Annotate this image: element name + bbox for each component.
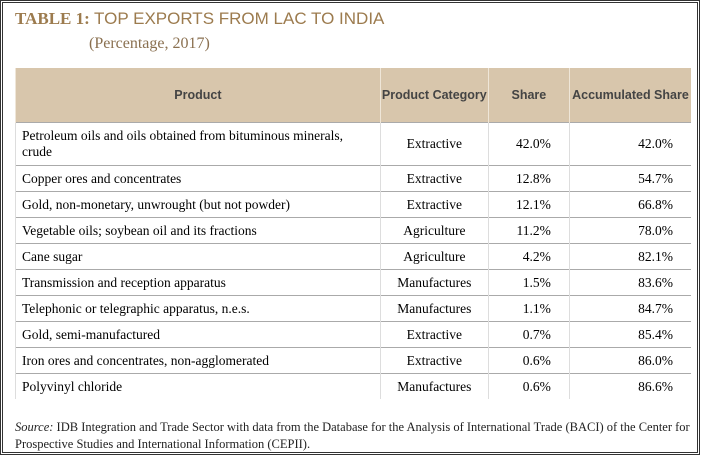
table-cell: 42.0% xyxy=(487,122,570,166)
table-cell: 0.6% xyxy=(487,373,570,399)
table-cell: Extractive xyxy=(379,165,489,192)
table-cell: 86.0% xyxy=(568,347,691,374)
table-row: Iron ores and concentrates, non-agglomer… xyxy=(15,347,691,374)
table-cell: 0.6% xyxy=(487,347,570,374)
table-cell: Polyvinyl chloride xyxy=(15,373,381,399)
table-cell: 86.6% xyxy=(568,373,691,399)
source-label: Source: xyxy=(15,420,54,434)
table-cell: Cane sugar xyxy=(15,243,381,270)
table-row: Telephonic or telegraphic apparatus, n.e… xyxy=(15,295,691,322)
table-cell: Agriculture xyxy=(379,243,489,270)
source: Source: IDB Integration and Trade Sector… xyxy=(15,419,691,452)
table-cell: 54.7% xyxy=(568,165,691,192)
table-row: Gold, non-monetary, unwrought (but not p… xyxy=(15,191,691,218)
table-row: Transmission and reception apparatus Manu… xyxy=(15,269,691,296)
table-cell: 1.5% xyxy=(487,269,570,296)
table-cell: Iron ores and concentrates, non-agglomer… xyxy=(15,347,381,374)
table-cell: Transmission and reception apparatus xyxy=(15,269,381,296)
table-cell: Agriculture xyxy=(379,217,489,244)
table-cell: Vegetable oils; soybean oil and its frac… xyxy=(15,217,381,244)
table-cell: Extractive xyxy=(379,321,489,348)
table-title: TOP EXPORTS FROM LAC TO INDIA xyxy=(94,9,385,28)
table-cell: Gold, semi-manufactured xyxy=(15,321,381,348)
column-header: Product Category xyxy=(379,68,489,123)
table-cell: Extractive xyxy=(379,191,489,218)
table-cell: Manufactures xyxy=(379,295,489,322)
table-row: Gold, semi-manufactured Extractive 0.7% 85.… xyxy=(15,321,691,348)
page: TABLE 1: TOP EXPORTS FROM LAC TO INDIA (… xyxy=(0,0,700,455)
title: TABLE 1: TOP EXPORTS FROM LAC TO INDIA xyxy=(15,9,384,29)
table-cell: 11.2% xyxy=(487,217,570,244)
table: Product Product Category Share Accumulated … xyxy=(15,68,691,399)
table-cell: Extractive xyxy=(379,347,489,374)
table-row: Vegetable oils; soybean oil and its frac… xyxy=(15,217,691,244)
table-label: TABLE 1: xyxy=(15,9,90,28)
table-cell: 83.6% xyxy=(568,269,691,296)
table-cell: Copper ores and concentrates xyxy=(15,165,381,192)
table-cell: Manufactures xyxy=(379,269,489,296)
table-cell: Manufactures xyxy=(379,373,489,399)
table-row: Copper ores and concentrates Extractive 12… xyxy=(15,165,691,192)
table-cell: 12.1% xyxy=(487,191,570,218)
table-cell: 82.1% xyxy=(568,243,691,270)
table-cell: 0.7% xyxy=(487,321,570,348)
table-row: Polyvinyl chloride Manufactures 0.6% 86.6% xyxy=(15,373,691,399)
table-row: Cane sugar Agriculture 4.2% 82.1% xyxy=(15,243,691,270)
table-cell: 1.1% xyxy=(487,295,570,322)
column-header: Share xyxy=(487,68,570,123)
table-cell: 66.8% xyxy=(568,191,691,218)
table-body: Petroleum oils and oils obtained from bi… xyxy=(15,122,691,399)
table-cell: 4.2% xyxy=(487,243,570,270)
header-row: Product Product Category Share Accumulated … xyxy=(15,68,691,123)
column-header: Accumulated Share xyxy=(568,68,691,123)
table-cell: 42.0% xyxy=(568,122,691,166)
column-header: Product xyxy=(15,68,381,123)
table-cell: Telephonic or telegraphic apparatus, n.e… xyxy=(15,295,381,322)
table-cell: 12.8% xyxy=(487,165,570,192)
table-row: Petroleum oils and oils obtained from bi… xyxy=(15,122,691,166)
table-cell: Petroleum oils and oils obtained from bi… xyxy=(15,122,381,166)
source-text: IDB Integration and Trade Sector with da… xyxy=(15,420,690,451)
table-cell: 78.0% xyxy=(568,217,691,244)
table-cell: 85.4% xyxy=(568,321,691,348)
table-cell: Extractive xyxy=(379,122,489,166)
table-cell: Gold, non-monetary, unwrought (but not p… xyxy=(15,191,381,218)
table-cell: 84.7% xyxy=(568,295,691,322)
subtitle: (Percentage, 2017) xyxy=(89,35,210,52)
